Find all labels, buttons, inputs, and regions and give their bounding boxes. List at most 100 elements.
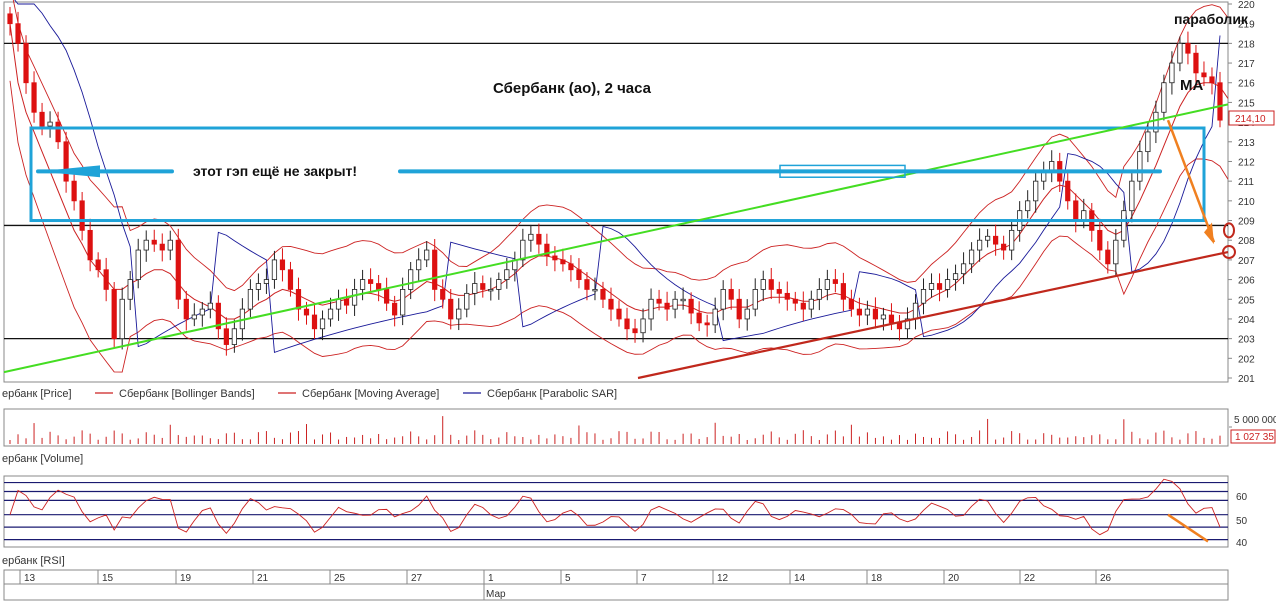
candle-body — [295, 289, 302, 310]
candle-body — [784, 292, 790, 300]
candle-body — [271, 259, 278, 280]
rsi — [9, 478, 1221, 536]
rsi-levels — [4, 481, 1228, 541]
candle-body — [488, 289, 494, 292]
candle-body — [936, 283, 943, 290]
candle-body — [584, 279, 590, 290]
candle-body — [255, 283, 262, 290]
candle-body — [688, 298, 694, 314]
price-y-tick-label: 203 — [1238, 335, 1255, 346]
candle-body — [167, 239, 173, 251]
candle-body — [311, 314, 318, 330]
candle-body — [279, 259, 286, 271]
candle-body — [1193, 52, 1199, 74]
price-y-tick-label: 205 — [1238, 295, 1255, 306]
candle-body — [1137, 151, 1143, 182]
candle-body — [376, 283, 382, 290]
price-y-tick-label: 209 — [1238, 217, 1255, 228]
candle-body — [856, 308, 863, 316]
candle-body — [480, 283, 486, 290]
price-y-tick-label: 211 — [1238, 177, 1254, 188]
ma-annotation: МА — [1180, 77, 1203, 94]
target-circle-upper — [1223, 222, 1235, 239]
x-tick-label: 19 — [180, 573, 192, 584]
candle-body — [1153, 111, 1159, 133]
candle-body — [648, 298, 654, 320]
annotation-overlay — [3, 103, 1236, 380]
last-price-box — [1228, 110, 1275, 126]
x-tick-label: 5 — [565, 573, 571, 584]
candle-body — [183, 298, 189, 320]
candle-body — [568, 263, 574, 271]
candle-body — [880, 314, 887, 320]
candle-body — [600, 289, 606, 300]
price-y-tick-label: 220 — [1238, 0, 1255, 11]
candle-body — [760, 279, 766, 290]
candle-body — [808, 298, 814, 310]
price-y-tick-label: 213 — [1238, 138, 1255, 149]
candle-body — [31, 82, 37, 113]
chart-title: Сбербанк (ао), 2 часа — [493, 80, 652, 97]
candle-body — [888, 314, 895, 324]
last-price-label: 214,10 — [1235, 114, 1266, 125]
candle-body — [1001, 243, 1007, 251]
candle-body — [47, 121, 53, 127]
candle-body — [928, 283, 935, 290]
candle-body — [199, 308, 205, 316]
candle-body — [752, 289, 758, 310]
candle-body — [1161, 82, 1167, 113]
price-legend: ербанк [Price] Сбербанк [Bollinger Bands… — [2, 388, 617, 400]
price-y-tick-label: 218 — [1238, 39, 1255, 50]
candle-body — [1185, 42, 1191, 54]
candle-body — [119, 298, 125, 340]
x-axis-ticks: 13 15 19 21 25 27 1 5 7 12 14 18 20 22 26 — [19, 570, 1112, 600]
legend-sar: Сбербанк [Parabolic SAR] — [487, 388, 617, 400]
candle-body — [712, 308, 718, 326]
candle-body — [384, 289, 390, 304]
candle-body — [656, 298, 662, 304]
candle-body — [1105, 249, 1111, 265]
candle-body — [207, 302, 213, 310]
candle-body — [832, 279, 838, 284]
candle-body — [23, 42, 29, 84]
bollinger-lower — [9, 80, 1229, 373]
x-tick-label: 12 — [717, 573, 729, 584]
candle-body — [624, 318, 630, 330]
candle-body — [87, 229, 93, 261]
candle-body — [151, 239, 157, 245]
rsi-tick-40: 40 — [1236, 538, 1248, 549]
x-tick-label: 7 — [641, 573, 647, 584]
candle-body — [143, 239, 149, 251]
candle-body — [816, 289, 822, 300]
x-tick-label: 1 — [488, 573, 494, 584]
x-tick-label: 15 — [102, 573, 114, 584]
candle-body — [528, 233, 534, 241]
price-y-tick-label: 204 — [1238, 315, 1255, 326]
candle-body — [1113, 239, 1119, 265]
candle-body — [319, 318, 326, 330]
gap-arrow-right-band — [779, 164, 906, 178]
candle-body — [544, 243, 550, 257]
candle-body — [359, 279, 366, 290]
candle-body — [864, 308, 871, 316]
candle-body — [335, 298, 342, 310]
candle-body — [1025, 200, 1031, 212]
candle-body — [79, 200, 85, 231]
candle-body — [696, 312, 702, 324]
gap-annotation: этот гэп ещё не закрыт! — [193, 163, 357, 179]
x-axis-frame — [3, 569, 1229, 601]
candle-body — [1145, 131, 1151, 153]
candle-body — [1177, 42, 1183, 64]
rsi-tick-50: 50 — [1236, 516, 1248, 527]
candle-body — [231, 328, 237, 345]
x-tick-label: 27 — [411, 573, 423, 584]
moving-average-line — [9, 23, 1229, 320]
candle-body — [968, 249, 975, 265]
rsi-line — [9, 478, 1221, 543]
candle-body — [848, 298, 854, 310]
candle-body — [15, 23, 21, 44]
price-y-tick-label: 216 — [1238, 79, 1255, 90]
rsi-tick-60: 60 — [1236, 492, 1248, 503]
volume-tick-last: 1 027 35 — [1235, 432, 1274, 443]
x-tick-label: 13 — [24, 573, 36, 584]
